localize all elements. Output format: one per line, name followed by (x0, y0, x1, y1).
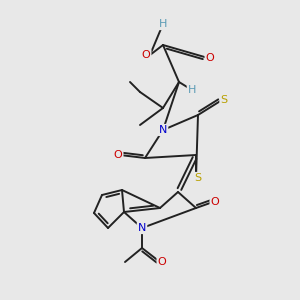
Text: O: O (158, 257, 166, 267)
Text: N: N (159, 125, 167, 135)
Text: O: O (211, 197, 219, 207)
Text: O: O (114, 150, 122, 160)
Text: S: S (194, 173, 202, 183)
Text: O: O (206, 53, 214, 63)
Text: S: S (220, 95, 228, 105)
Text: O: O (142, 50, 150, 60)
Text: H: H (159, 19, 167, 29)
Text: N: N (138, 223, 146, 233)
Text: H: H (188, 85, 196, 95)
